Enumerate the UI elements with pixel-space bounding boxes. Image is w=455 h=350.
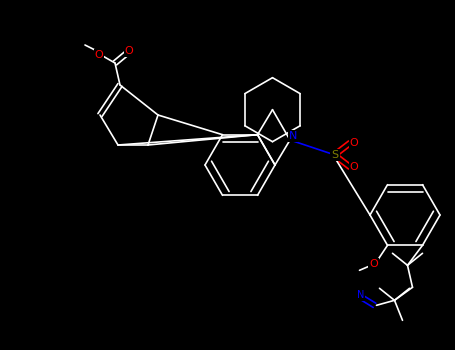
Text: N: N [357, 290, 364, 300]
Text: N: N [289, 131, 297, 141]
Text: O: O [95, 50, 103, 60]
Text: S: S [331, 150, 339, 160]
Text: O: O [125, 46, 133, 56]
Text: O: O [369, 259, 378, 269]
Text: O: O [349, 138, 359, 148]
Text: O: O [349, 162, 359, 172]
